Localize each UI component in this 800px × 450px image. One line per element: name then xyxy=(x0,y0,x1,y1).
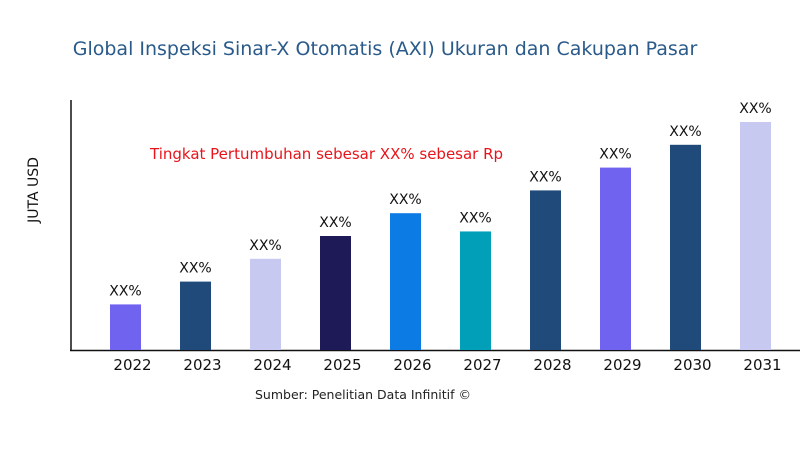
source-note: Sumber: Penelitian Data Infinitif © xyxy=(255,387,471,402)
data-label-2031: XX% xyxy=(739,101,771,117)
data-label-2024: XX% xyxy=(249,238,281,254)
x-tick-2030: 2030 xyxy=(673,356,711,374)
chart-title: Global Inspeksi Sinar-X Otomatis (AXI) U… xyxy=(72,38,698,60)
data-label-2027: XX% xyxy=(459,210,491,226)
data-label-2023: XX% xyxy=(179,261,211,277)
bar-2023 xyxy=(180,281,211,350)
bar-2024 xyxy=(250,258,281,350)
bar-2030 xyxy=(670,144,701,350)
data-label-2025: XX% xyxy=(319,215,351,231)
data-label-2030: XX% xyxy=(669,124,701,140)
bar-2031 xyxy=(740,122,771,350)
x-tick-2028: 2028 xyxy=(533,356,571,374)
x-tick-2023: 2023 xyxy=(183,356,221,374)
x-tick-2031: 2031 xyxy=(743,356,781,374)
bar-2026 xyxy=(390,213,421,350)
data-label-2029: XX% xyxy=(599,147,631,163)
data-label-2028: XX% xyxy=(529,169,561,185)
bar-2029 xyxy=(600,167,631,350)
bar-2025 xyxy=(320,236,351,350)
x-tick-2027: 2027 xyxy=(463,356,501,374)
x-tick-2022: 2022 xyxy=(113,356,151,374)
bar-2028 xyxy=(530,190,561,350)
data-label-2022: XX% xyxy=(109,283,141,299)
data-label-2026: XX% xyxy=(389,192,421,208)
bar-2022 xyxy=(110,304,141,350)
growth-annotation: Tingkat Pertumbuhan sebesar XX% sebesar … xyxy=(150,145,504,163)
bar-2027 xyxy=(460,231,491,350)
x-tick-2025: 2025 xyxy=(323,356,361,374)
x-tick-2024: 2024 xyxy=(253,356,291,374)
x-tick-2029: 2029 xyxy=(603,356,641,374)
x-tick-2026: 2026 xyxy=(393,356,431,374)
